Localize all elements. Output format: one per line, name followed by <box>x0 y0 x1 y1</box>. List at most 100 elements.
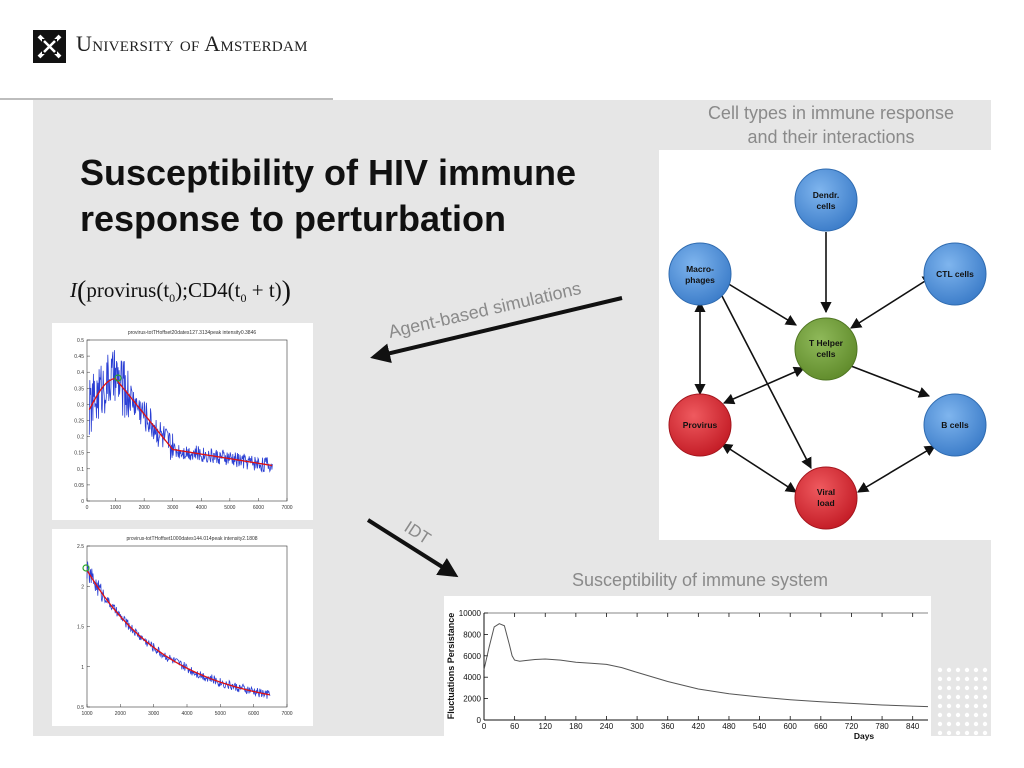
svg-text:cells: cells <box>817 201 836 211</box>
plot1-ytick: 0.45 <box>74 354 84 360</box>
dot-pattern-decoration <box>937 667 988 735</box>
formula-lhs: I <box>70 278 77 302</box>
plot1-ytick: 0.1 <box>77 467 84 473</box>
network-edges <box>694 232 936 493</box>
chart-ytick: 4000 <box>463 673 481 682</box>
plot1-ytick: 0.5 <box>77 338 84 344</box>
mutual-information-formula: I(provirus(t0);CD4(t0 + t)) <box>70 276 291 307</box>
chart-series-line <box>483 623 929 708</box>
svg-text:T Helper: T Helper <box>809 338 844 348</box>
chart-ytick: 2000 <box>463 695 481 704</box>
edge-macro-viral <box>721 295 812 469</box>
simulation-plot-2: provirus-totTHoffset1000dates144.014peak… <box>52 529 313 726</box>
node-dendr: Dendr. cells <box>794 168 858 232</box>
node-viral-load: Viral load <box>794 466 858 530</box>
node-provirus: Provirus <box>668 393 732 457</box>
plot2-xtick: 5000 <box>215 711 226 717</box>
plot2-xtick: 2000 <box>115 711 126 717</box>
susceptibility-caption: Susceptibility of immune system <box>571 570 829 590</box>
edge-provirus-viral <box>721 443 797 493</box>
node-macrophages: Macro- phages <box>668 242 732 306</box>
edge-bcells-viral <box>857 445 936 493</box>
svg-text:load: load <box>817 498 834 508</box>
chart-ytick: 6000 <box>463 652 481 661</box>
plot1-ytick: 0.3 <box>77 402 84 408</box>
plot1-xtick: 5000 <box>224 505 235 511</box>
chart-xtick: 660 <box>814 722 828 731</box>
chart-ytick: 0 <box>477 716 482 725</box>
idt-arrow <box>366 518 459 578</box>
plot1-xtick: 7000 <box>281 505 292 511</box>
plot2-title: provirus-totTHoffset1000dates144.014peak… <box>126 536 257 542</box>
chart-xtick: 780 <box>875 722 889 731</box>
chart-ylabel: Fluctuations Persistance <box>446 613 456 720</box>
university-name: University of Amsterdam <box>76 31 308 56</box>
chart-xtick: 180 <box>569 722 583 731</box>
svg-text:Macro-: Macro- <box>686 264 714 274</box>
network-svg: Dendr. cells Macro- phages CTL cells T H… <box>668 168 987 530</box>
plot2-xtick: 1000 <box>81 711 92 717</box>
plot2-xtick: 6000 <box>248 711 259 717</box>
chart-ytick: 10000 <box>459 609 482 618</box>
plot2-ytick: 0.5 <box>77 705 84 711</box>
plot1-ytick: 0 <box>81 499 84 505</box>
chart-ytick: 8000 <box>463 630 481 639</box>
plot1-xtick: 2000 <box>139 505 150 511</box>
plot2-xtick: 7000 <box>281 711 292 717</box>
plot1-ytick: 0.4 <box>77 370 84 376</box>
node-b-cells: B cells <box>923 393 987 457</box>
edge-provirus-thelper <box>722 366 806 405</box>
susceptibility-chart: Fluctuations Persistance Days 0 60 120 180 2… <box>444 596 931 742</box>
chart-xlabel: Days <box>854 731 875 741</box>
edge-ctl-thelper <box>850 275 934 329</box>
title-line-1: Susceptibility of HIV immune <box>80 152 577 193</box>
network-caption: Cell types in immune response and their … <box>707 103 955 147</box>
plot2-xtick: 3000 <box>148 711 159 717</box>
svg-text:Dendr.: Dendr. <box>813 190 839 200</box>
chart-xtick: 840 <box>906 722 920 731</box>
edge-macro-thelper <box>726 282 797 326</box>
plot2-ytick: 1 <box>81 665 84 671</box>
plot2-ytick: 1.5 <box>77 625 84 631</box>
slide-title: Susceptibility of HIV immune response to… <box>80 150 650 242</box>
plot2-svg: provirus-totTHoffset1000dates144.014peak… <box>77 536 293 717</box>
plot1-xtick: 4000 <box>196 505 207 511</box>
plot1-ytick: 0.35 <box>74 386 84 392</box>
svg-text:CTL cells: CTL cells <box>936 269 974 279</box>
plot2-xtick: 4000 <box>181 711 192 717</box>
svg-text:B cells: B cells <box>941 420 969 430</box>
plot2-peak-marker <box>82 564 90 572</box>
svg-text:cells: cells <box>817 349 836 359</box>
svg-text:phages: phages <box>685 275 715 285</box>
chart-xtick: 600 <box>784 722 798 731</box>
plot1-ytick: 0.25 <box>74 419 84 425</box>
simulation-plot-1: provirus-totTHoffset20dates127.3134peak … <box>52 323 313 520</box>
plot1-peak-marker <box>114 374 122 382</box>
chart-xtick: 120 <box>539 722 553 731</box>
susceptibility-chart-svg: Fluctuations Persistance Days 0 60 120 180 2… <box>446 609 929 741</box>
chart-xtick: 60 <box>510 722 519 731</box>
edge-thelper-bcells <box>850 365 931 398</box>
node-ctl-cells: CTL cells <box>923 242 987 306</box>
formula-arg1: provirus(t <box>86 278 170 302</box>
chart-xtick: 720 <box>845 722 859 731</box>
plot1-title: provirus-totTHoffset20dates127.3134peak … <box>128 330 257 336</box>
svg-text:Viral: Viral <box>817 487 835 497</box>
chart-xtick: 300 <box>630 722 644 731</box>
chart-xtick: 240 <box>600 722 614 731</box>
agent-based-arrow <box>370 296 623 364</box>
chart-xtick: 0 <box>482 722 487 731</box>
node-t-helper: T Helper cells <box>794 317 858 381</box>
plot1-ytick: 0.05 <box>74 483 84 489</box>
chart-xtick: 420 <box>692 722 706 731</box>
plot1-xtick: 3000 <box>167 505 178 511</box>
chart-xtick: 360 <box>661 722 675 731</box>
chart-xtick: 540 <box>753 722 767 731</box>
chart-xtick: 480 <box>722 722 736 731</box>
header-divider <box>0 98 333 100</box>
plot1-svg: provirus-totTHoffset20dates127.3134peak … <box>74 330 293 511</box>
plot2-ytick: 2 <box>81 584 84 590</box>
plot1-xtick: 0 <box>86 505 89 511</box>
immune-network-diagram: Dendr. cells Macro- phages CTL cells T H… <box>659 150 991 540</box>
